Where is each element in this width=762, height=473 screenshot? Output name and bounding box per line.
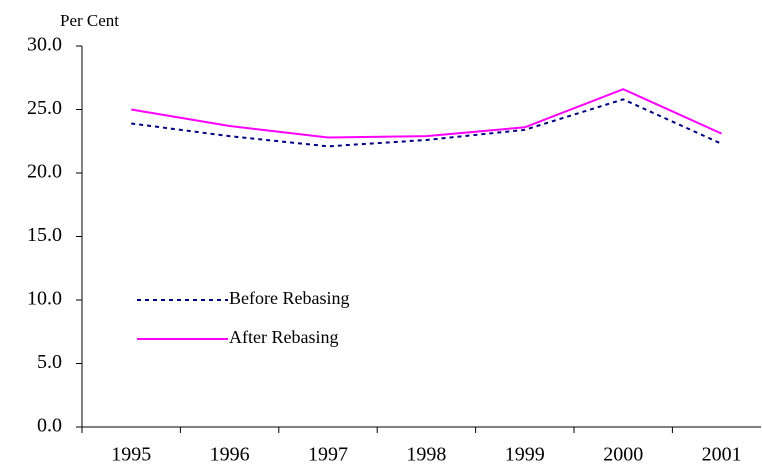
y-tick-label: 5.0: [37, 351, 62, 373]
x-tick-label: 1998: [406, 444, 446, 466]
legend-label: Before Rebasing: [229, 288, 349, 308]
y-tick-label: 15.0: [27, 224, 62, 246]
x-tick-label: 1996: [210, 444, 250, 466]
y-tick-label: 0.0: [37, 415, 62, 437]
line-series: [131, 98, 723, 148]
y-tick-label: 10.0: [27, 288, 62, 310]
x-tick-label: 1995: [111, 444, 151, 466]
y-tick-label: 25.0: [27, 97, 62, 119]
x-tick-label: 2000: [603, 444, 643, 466]
y-tick-label: 30.0: [27, 34, 62, 56]
x-tick-label: 1997: [308, 444, 348, 466]
y-axis-label: Per Cent: [60, 11, 119, 30]
x-tick-label: 2001: [702, 444, 742, 466]
legend-label: After Rebasing: [229, 327, 338, 347]
y-tick-label: 20.0: [27, 161, 62, 183]
line-series: [131, 88, 723, 139]
x-tick-label: 1999: [505, 444, 545, 466]
